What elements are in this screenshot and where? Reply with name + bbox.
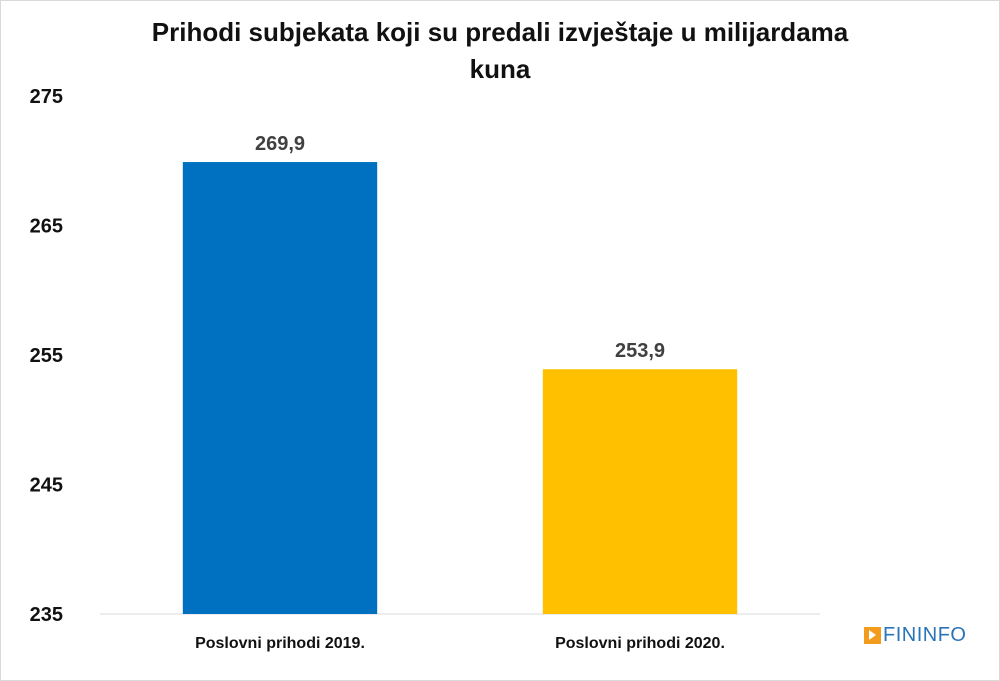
data-labels: 269,9 253,9	[255, 133, 665, 362]
bars	[182, 162, 738, 615]
logo-text: FININFO	[883, 623, 967, 646]
data-label: 269,9	[255, 133, 305, 155]
y-tick-label: 275	[30, 86, 63, 108]
x-category-label: Poslovni prihodi 2020.	[555, 635, 725, 652]
fininfo-logo: FININFO	[864, 623, 967, 647]
play-arrow-icon	[864, 626, 881, 644]
chart-title: Prihodi subjekata koji su predali izvješ…	[0, 14, 1000, 88]
bar	[542, 369, 738, 614]
y-tick-label: 265	[30, 216, 63, 238]
y-tick-label: 255	[30, 345, 63, 367]
chart-title-line-2: kuna	[469, 54, 531, 84]
x-category-label: Poslovni prihodi 2019.	[195, 635, 365, 652]
category-labels: Poslovni prihodi 2019. Poslovni prihodi 2…	[195, 635, 725, 652]
y-tick-label: 235	[30, 604, 63, 626]
y-axis: 235 245 255 265 275	[30, 86, 63, 626]
bar	[182, 162, 378, 615]
chart-title-line-1: Prihodi subjekata koji su predali izvješ…	[151, 17, 849, 47]
data-label: 253,9	[615, 340, 665, 362]
y-tick-label: 245	[30, 475, 63, 497]
